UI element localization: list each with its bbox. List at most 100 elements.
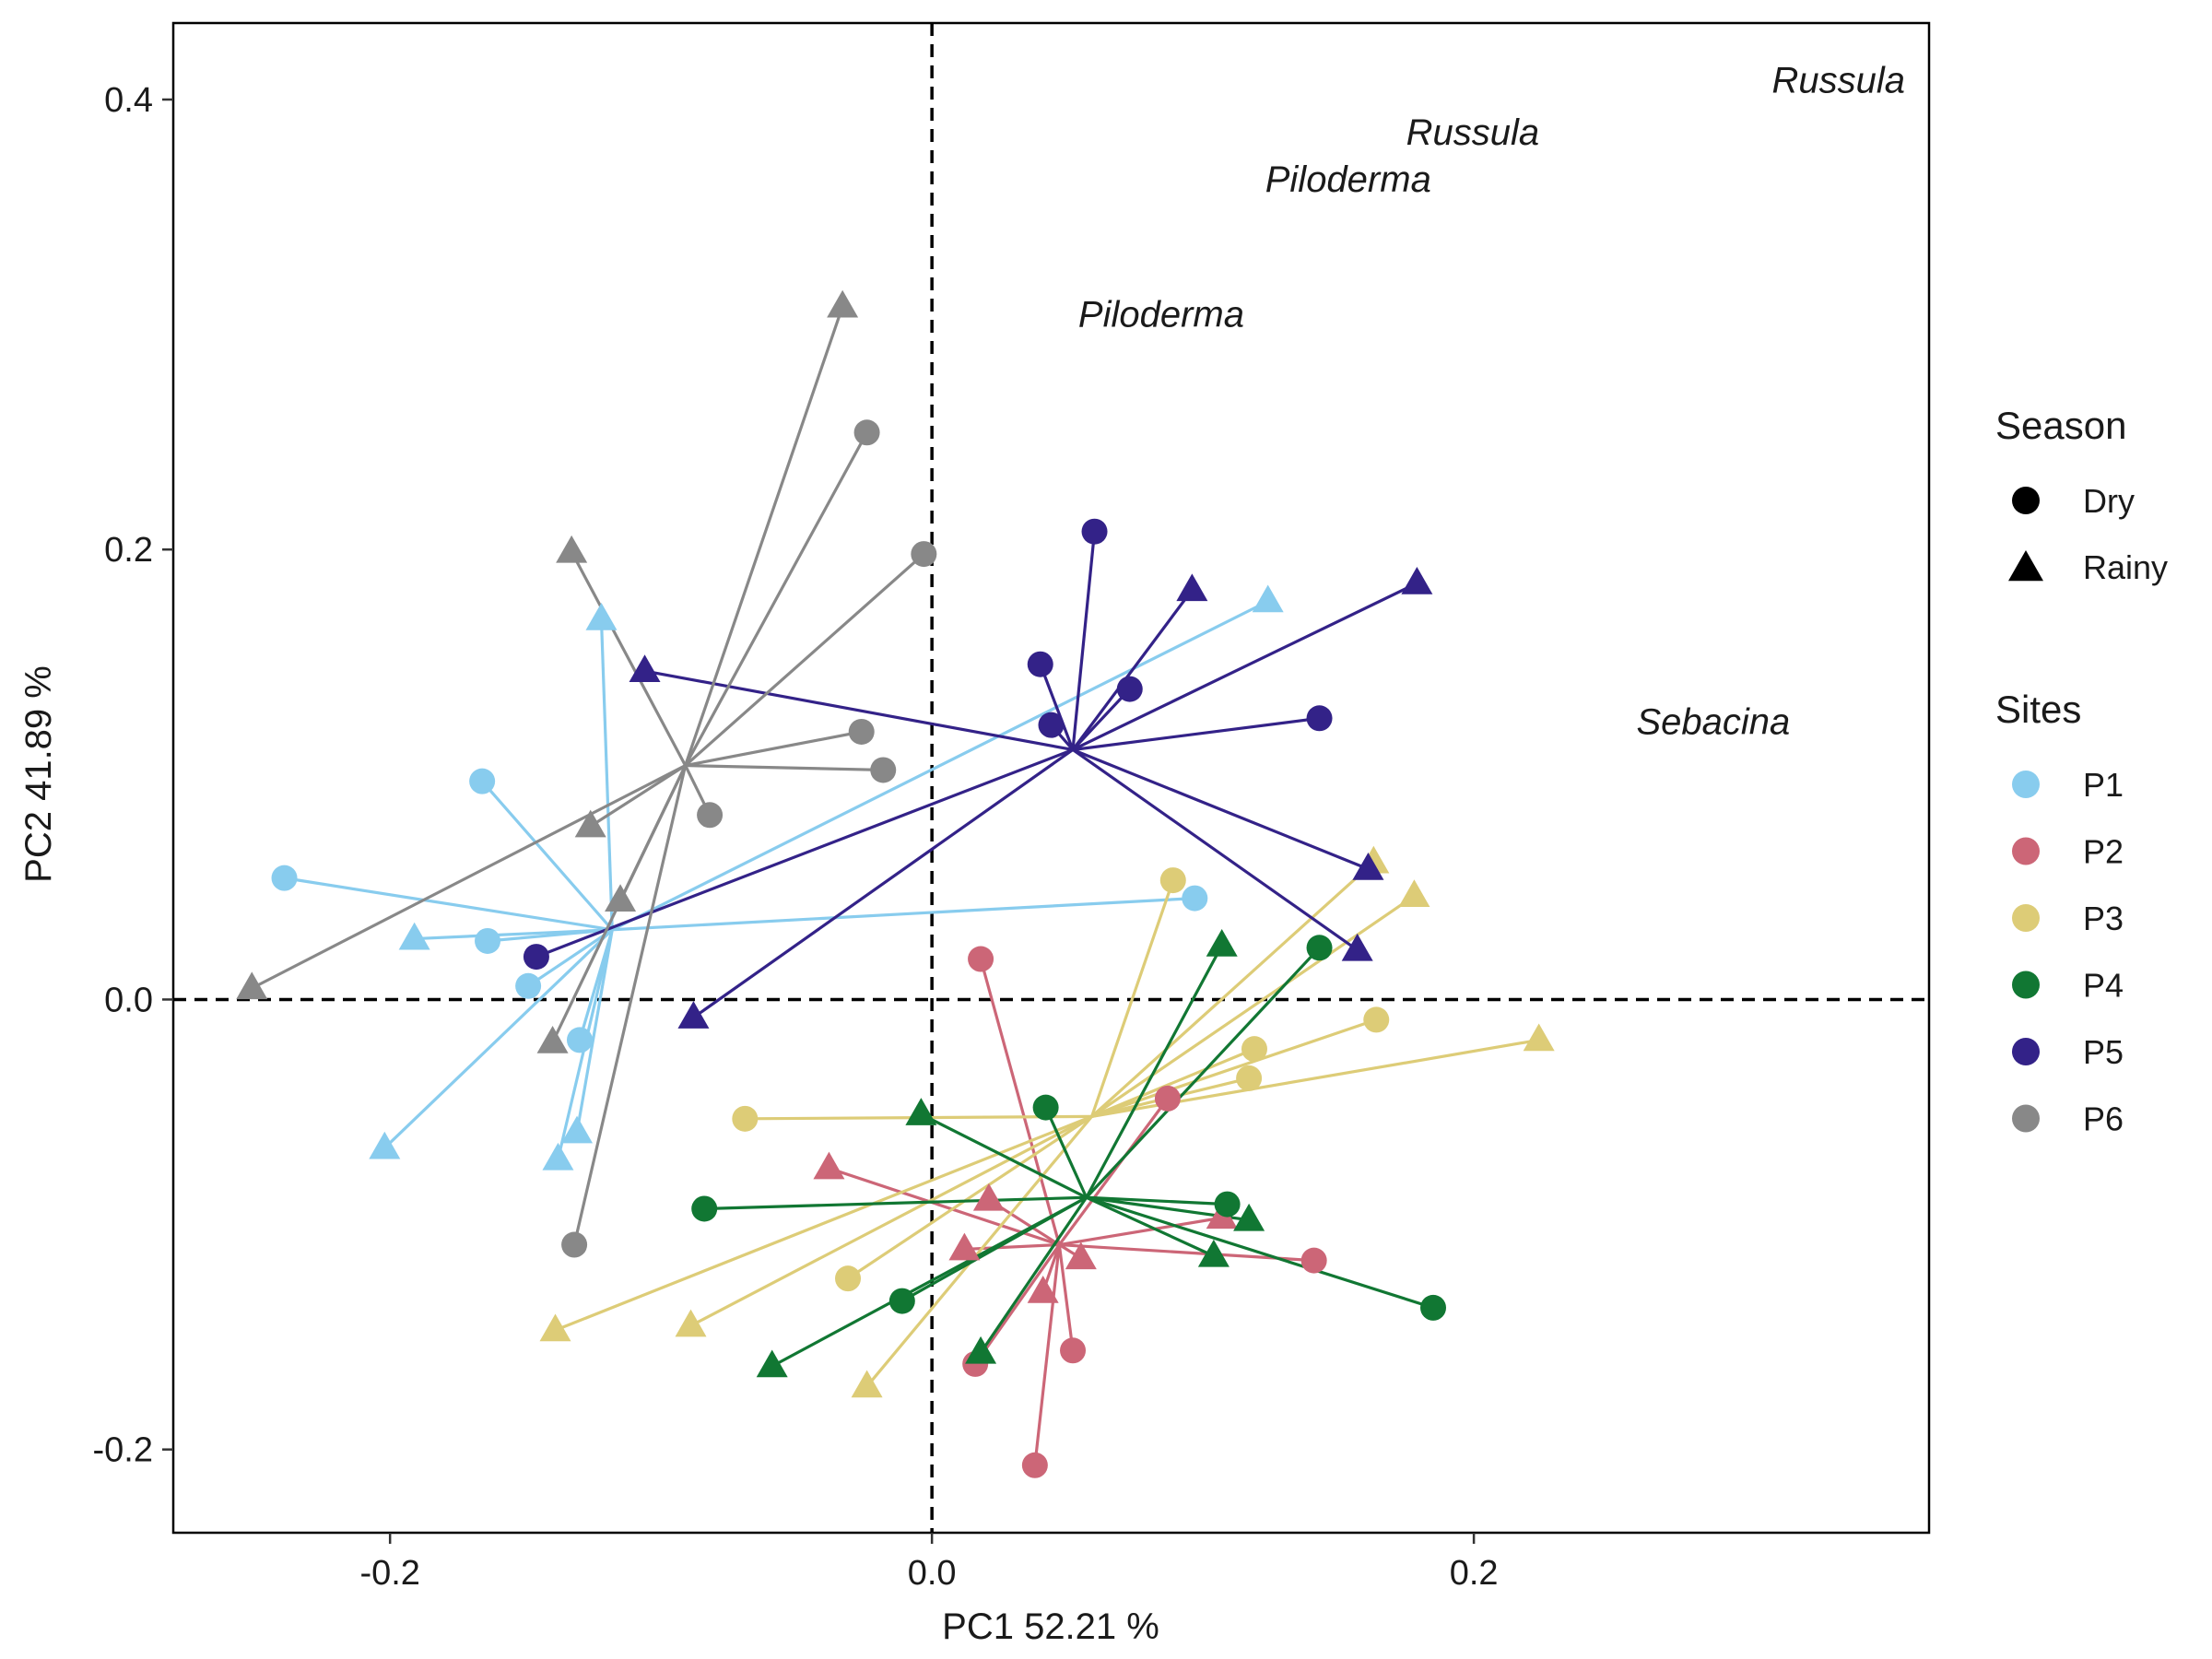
taxon-label-3: Piloderma xyxy=(1078,295,1244,335)
x-tick-label-2: 0.2 xyxy=(1450,1554,1499,1593)
point-p6-dry-3 xyxy=(870,757,897,783)
legend-season-label-rainy: Rainy xyxy=(2083,548,2168,586)
point-p2-dry-0 xyxy=(968,946,994,972)
point-p3-dry-4 xyxy=(732,1105,759,1132)
point-p4-dry-2 xyxy=(1214,1191,1241,1218)
point-p6-rainy-10 xyxy=(536,1025,569,1053)
spider-line-p4-3 xyxy=(1086,1195,1434,1310)
spider-line-p5-1 xyxy=(1039,664,1075,751)
point-p5-rainy-7 xyxy=(1401,566,1433,594)
point-p6-dry-5 xyxy=(561,1231,588,1258)
spider-line-p3-2 xyxy=(1090,1047,1255,1118)
spider-line-p4-0 xyxy=(1085,947,1321,1199)
spider-line-p3-6 xyxy=(1090,861,1375,1118)
plot-area: Russula Russula Piloderma Piloderma Sebacina xyxy=(173,23,1929,1533)
legend-site-label-p3: P3 xyxy=(2083,900,2124,937)
spider-line-p6-3 xyxy=(685,763,884,772)
point-p3-rainy-8 xyxy=(1523,1023,1555,1052)
spider-line-p2-5 xyxy=(1033,1244,1061,1465)
spider-line-p6-8 xyxy=(589,764,687,828)
point-p5-dry-0 xyxy=(1081,518,1108,545)
point-p1-dry-0 xyxy=(469,768,496,794)
plot-border xyxy=(171,21,1931,1535)
spider-line-p1-9 xyxy=(383,928,614,1149)
point-p4-dry-3 xyxy=(1420,1294,1447,1321)
legend-sites-title: Sites xyxy=(1995,688,2081,731)
y-axis-title: PC2 41.89 % xyxy=(18,665,59,883)
spider-line-p5-9 xyxy=(1072,748,1370,871)
legend-site-label-p1: P1 xyxy=(2083,766,2124,804)
point-p2-rainy-9 xyxy=(1065,1241,1097,1270)
legend-site-key-p6 xyxy=(2012,1104,2040,1133)
y-tick-label-3: 0.4 xyxy=(104,81,153,120)
taxon-label-1: Russula xyxy=(1406,112,1540,153)
point-p2-dry-5 xyxy=(1021,1452,1048,1478)
point-p4-dry-4 xyxy=(691,1195,718,1222)
spider-line-p2-0 xyxy=(979,959,1061,1245)
spider-line-p3-0 xyxy=(1090,879,1175,1117)
spider-line-p1-1 xyxy=(284,877,613,932)
spider-line-p5-10 xyxy=(1072,748,1359,952)
point-p5-rainy-11 xyxy=(677,1001,710,1029)
y-tick-label-1: 0.0 xyxy=(104,981,153,1019)
point-p3-dry-1 xyxy=(1363,1006,1390,1033)
point-p1-dry-5 xyxy=(1182,885,1208,912)
point-p5-rainy-10 xyxy=(1341,933,1373,961)
legend: Season Sites Dry Rainy P1 P2 P3 P4 P5 P6 xyxy=(1995,404,2168,1138)
spider-line-p2-11 xyxy=(1059,1216,1222,1247)
legend-site-key-p1 xyxy=(2012,771,2040,798)
spider-line-p2-1 xyxy=(1058,1097,1170,1246)
spider-line-p5-6 xyxy=(1071,589,1194,751)
point-p3-rainy-9 xyxy=(539,1313,571,1342)
spider-line-p6-1 xyxy=(684,552,925,767)
point-p2-rainy-10 xyxy=(1027,1275,1059,1303)
point-p4-rainy-7 xyxy=(905,1098,937,1125)
point-p3-rainy-10 xyxy=(675,1309,707,1337)
point-p1-dry-3 xyxy=(515,972,542,999)
point-p3-dry-2 xyxy=(1241,1036,1267,1063)
point-p5-dry-5 xyxy=(523,944,549,971)
spider-line-p5-11 xyxy=(692,748,1074,1019)
spider-line-p4-4 xyxy=(704,1195,1087,1211)
point-p1-dry-2 xyxy=(475,927,501,954)
spider-line-p1-5 xyxy=(612,897,1195,932)
point-p2-dry-1 xyxy=(1154,1085,1181,1112)
legend-site-label-p4: P4 xyxy=(2083,967,2124,1005)
spider-line-p1-0 xyxy=(480,780,614,931)
spider-line-p5-5 xyxy=(535,747,1074,959)
point-p3-dry-5 xyxy=(835,1265,862,1292)
point-p4-rainy-9 xyxy=(1197,1239,1230,1267)
point-p1-rainy-6 xyxy=(585,603,618,630)
axes: -0.2 0.0 0.2 -0.2 0.0 0.2 0.4 xyxy=(93,21,1931,1593)
spider-line-p4-2 xyxy=(1086,1195,1228,1206)
spider-line-p4-7 xyxy=(920,1112,1088,1199)
point-p4-dry-5 xyxy=(888,1288,915,1314)
spider-line-p6-5 xyxy=(572,765,688,1245)
spider-line-p6-11 xyxy=(251,764,687,990)
point-p5-dry-4 xyxy=(1306,705,1333,732)
point-p6-dry-2 xyxy=(848,718,875,745)
point-p6-dry-1 xyxy=(911,541,937,568)
point-p3-rainy-11 xyxy=(851,1370,883,1398)
spider-line-p6-6 xyxy=(684,306,844,767)
point-p3-dry-0 xyxy=(1159,867,1186,894)
point-p5-dry-3 xyxy=(1038,712,1065,738)
point-p3-dry-3 xyxy=(1236,1065,1263,1091)
spider-line-p4-1 xyxy=(1044,1106,1088,1198)
spider-line-p4-11 xyxy=(771,1195,1088,1368)
legend-season-key-dry xyxy=(2012,487,2040,514)
point-p1-dry-1 xyxy=(271,865,298,891)
spider-line-p3-9 xyxy=(554,1114,1093,1332)
point-p5-rainy-9 xyxy=(1352,853,1384,880)
point-p5-rainy-6 xyxy=(1176,573,1208,602)
legend-site-label-p6: P6 xyxy=(2083,1100,2124,1138)
spider-line-p6-7 xyxy=(570,550,688,767)
legend-season-key-rainy xyxy=(2008,550,2043,582)
spider-line-p1-8 xyxy=(414,928,613,941)
spider-line-p5-7 xyxy=(1072,582,1418,751)
point-p6-rainy-8 xyxy=(574,809,606,838)
legend-site-key-p3 xyxy=(2012,904,2040,932)
point-p1-rainy-9 xyxy=(369,1131,401,1159)
